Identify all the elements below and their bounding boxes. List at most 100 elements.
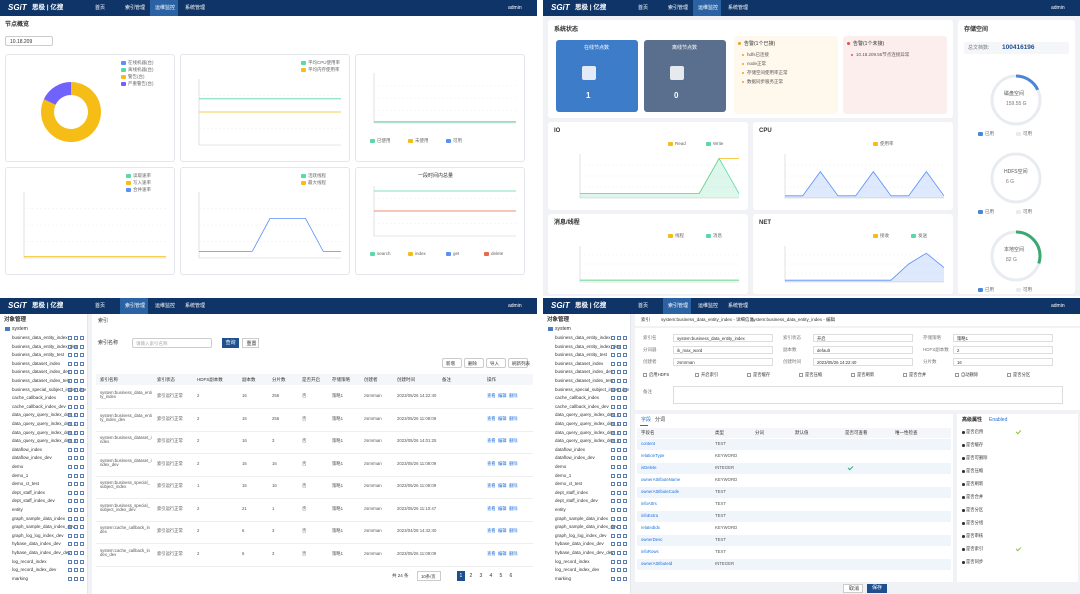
row-action[interactable]: 删除 [509, 550, 518, 556]
tree-item[interactable]: log_record_index [12, 558, 47, 564]
toolbar-button[interactable]: 导入 [486, 358, 506, 368]
tree-item[interactable]: dataflow_index [12, 446, 43, 452]
tree-action-icon[interactable] [623, 447, 627, 452]
tree-item[interactable]: data_query_query_index_dev_0 [555, 412, 620, 418]
tree-action-icon[interactable] [80, 559, 84, 564]
form-input[interactable]: 开启 [813, 334, 913, 342]
row-action[interactable]: 删除 [509, 528, 518, 533]
tree-item[interactable]: demo [555, 464, 567, 469]
tree-action-icon[interactable] [617, 499, 621, 504]
tree-action-icon[interactable] [611, 422, 615, 426]
page-button[interactable]: 4 [487, 571, 495, 581]
tree-action-icon[interactable] [617, 430, 621, 435]
tree-action-icon[interactable] [617, 559, 621, 564]
tree-item[interactable]: log_record_index [555, 558, 590, 564]
tree-action-icon[interactable] [623, 344, 627, 349]
tree-action-icon[interactable] [611, 465, 615, 469]
nav-item[interactable]: 首页 [638, 302, 649, 309]
tree-item[interactable]: business_dataset_index_test [555, 378, 614, 383]
tree-action-icon[interactable] [74, 508, 78, 512]
form-input[interactable]: 2023/05/26 14:22:40 [813, 358, 913, 366]
button[interactable]: 查询 [222, 338, 239, 348]
row-action[interactable]: 查看 [487, 438, 496, 443]
tree-action-icon[interactable] [80, 473, 84, 478]
tree-action-icon[interactable] [74, 404, 78, 409]
tree-action-icon[interactable] [74, 499, 78, 504]
form-input[interactable]: 2 [953, 346, 1053, 354]
tree-item[interactable]: dept_staff_index [12, 489, 45, 495]
tree-item[interactable]: hybase_data_index_dev_dev [12, 550, 71, 555]
search-input[interactable]: 请输入索引名称 [132, 338, 212, 348]
tree-root[interactable]: system [12, 326, 28, 332]
tree-item[interactable]: graph_sample_data_index_dev [12, 524, 75, 530]
tree-action-icon[interactable] [611, 396, 615, 401]
tree-action-icon[interactable] [80, 465, 84, 469]
tree-item[interactable]: demo_ct_test [555, 481, 583, 487]
tree-action-icon[interactable] [74, 482, 78, 487]
tree-action-icon[interactable] [68, 379, 72, 383]
tree-action-icon[interactable] [80, 404, 84, 409]
row-action[interactable]: 编辑 [498, 505, 507, 511]
tree-action-icon[interactable] [68, 499, 72, 504]
button[interactable]: 取消 [843, 584, 863, 593]
tree-action-icon[interactable] [74, 396, 78, 401]
tree-action-icon[interactable] [617, 473, 621, 478]
tree-action-icon[interactable] [68, 336, 72, 340]
nav-item[interactable]: 首页 [638, 4, 649, 11]
tree-item[interactable]: marking [555, 575, 572, 581]
tree-action-icon[interactable] [80, 336, 84, 340]
tree-action-icon[interactable] [617, 551, 621, 555]
tree-item[interactable]: data_query_query_index_dev_1 [555, 421, 620, 426]
tree-action-icon[interactable] [611, 568, 615, 573]
tree-item[interactable]: graph_sample_data_index [12, 515, 66, 521]
form-input[interactable]: zsmrman [673, 358, 773, 366]
tree-action-icon[interactable] [611, 525, 615, 530]
tree-action-icon[interactable] [68, 473, 72, 478]
checkbox[interactable] [695, 373, 699, 377]
tree-action-icon[interactable] [74, 465, 78, 469]
tree-action-icon[interactable] [623, 568, 627, 573]
tree-action-icon[interactable] [74, 542, 78, 547]
tree-action-icon[interactable] [623, 387, 627, 392]
checkbox[interactable] [1007, 373, 1011, 377]
tree-action-icon[interactable] [617, 456, 621, 461]
tree-action-icon[interactable] [611, 499, 615, 504]
tree-item[interactable]: dept_staff_index_dev [12, 498, 55, 504]
tree-action-icon[interactable] [80, 344, 84, 349]
tree-action-icon[interactable] [623, 404, 627, 409]
user-menu[interactable]: admin [1051, 4, 1065, 11]
tree-item[interactable]: business_dataset_index [555, 360, 604, 366]
tree-action-icon[interactable] [80, 430, 84, 435]
nav-item[interactable]: 系统管理 [185, 4, 206, 11]
tree-action-icon[interactable] [611, 447, 615, 452]
tree-action-icon[interactable] [617, 439, 621, 444]
row-action[interactable]: 编辑 [498, 415, 507, 421]
form-input[interactable]: 策略1 [953, 334, 1053, 342]
tree-action-icon[interactable] [617, 490, 621, 495]
tree-item[interactable]: log_record_index_dev [12, 567, 57, 573]
tree-action-icon[interactable] [611, 482, 615, 487]
tree-action-icon[interactable] [74, 387, 78, 392]
nav-item[interactable]: 系统管理 [728, 302, 749, 309]
tree-action-icon[interactable] [74, 430, 78, 435]
tree-action-icon[interactable] [611, 516, 615, 521]
tree-action-icon[interactable] [617, 482, 621, 487]
checkbox[interactable] [799, 373, 803, 377]
tree-item[interactable]: cache_callback_index_dev [555, 403, 609, 409]
toolbar-button[interactable]: 删除 [464, 358, 484, 368]
nav-item[interactable]: 系统管理 [728, 4, 749, 11]
tree-action-icon[interactable] [74, 473, 78, 478]
tree-action-icon[interactable] [68, 456, 72, 461]
tree-action-icon[interactable] [74, 551, 78, 555]
tree-action-icon[interactable] [74, 336, 78, 340]
tree-action-icon[interactable] [611, 379, 615, 383]
tree-action-icon[interactable] [80, 439, 84, 444]
breadcrumb-item[interactable]: system:business_data_entity_index - 编辑 [751, 317, 836, 322]
tree-action-icon[interactable] [623, 430, 627, 435]
tree-item[interactable]: business_special_subject_index_dev [12, 386, 87, 392]
tree-item[interactable]: data_query_query_index_dev_3 [555, 438, 620, 444]
tree-action-icon[interactable] [80, 447, 84, 452]
tree-action-icon[interactable] [611, 508, 615, 512]
nav-item[interactable]: 索引管理 [125, 4, 146, 11]
tree-action-icon[interactable] [80, 396, 84, 401]
